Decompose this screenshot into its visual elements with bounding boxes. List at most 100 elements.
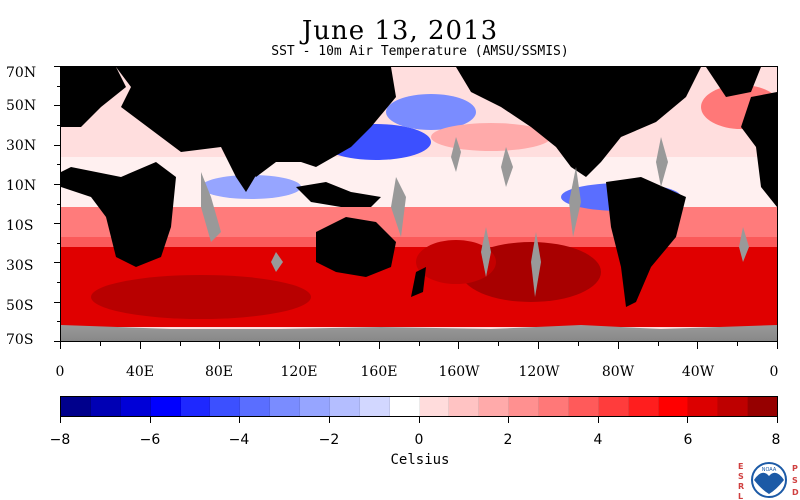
lon-label-160e: 160E <box>360 364 398 380</box>
lon-label-40w: 40W <box>681 364 715 380</box>
map-subtitle: SST - 10m Air Temperature (AMSU/SSMIS) <box>271 44 569 59</box>
map-lon-tick <box>658 342 659 346</box>
map-lon-tick <box>498 342 499 346</box>
colorbar-tick-0: 0 <box>414 432 424 448</box>
lon-label-0-right: 0 <box>769 364 779 380</box>
map-lat-tick <box>54 341 60 342</box>
colorbar-tick-mark <box>60 417 61 423</box>
missing-data-patch-9 <box>739 227 749 262</box>
land-new-zealand <box>411 267 426 297</box>
map-lat-tick <box>54 302 60 303</box>
lon-label-0-left: 0 <box>55 364 65 380</box>
colorbar-swatch <box>509 397 539 416</box>
missing-data-patch-3 <box>451 137 461 172</box>
map-lat-tick <box>57 321 60 322</box>
sst-anomaly-map <box>60 66 778 342</box>
logo-letter-p: P <box>792 464 798 473</box>
land-africa <box>61 67 176 267</box>
missing-data-patch-10 <box>271 252 283 272</box>
map-lon-tick <box>299 342 300 349</box>
anomaly-blob-indian-south <box>91 275 311 319</box>
colorbar-swatch <box>150 397 181 416</box>
anomaly-blob-pacific-south <box>461 242 601 302</box>
colorbar-swatch <box>61 397 91 416</box>
colorbar-swatch <box>270 397 300 416</box>
map-lon-tick <box>777 342 778 349</box>
anomaly-blob-north-pacific-warm <box>431 123 551 151</box>
land-india <box>221 147 261 192</box>
map-lon-tick <box>219 342 220 349</box>
colorbar-tick-mark <box>419 417 420 423</box>
land-australia <box>316 217 396 277</box>
lat-label-50s: 50S <box>6 298 34 314</box>
missing-data-patch-6 <box>481 227 491 277</box>
map-lat-tick <box>54 262 60 263</box>
colorbar-swatch <box>90 397 121 416</box>
map-lon-tick <box>60 342 61 349</box>
colorbar-tick-mark <box>598 417 599 423</box>
colorbar-swatch <box>479 397 510 416</box>
colorbar-tick-neg6: −6 <box>139 432 161 448</box>
map-lat-tick <box>57 204 60 205</box>
land-greenland <box>706 67 761 97</box>
colorbar-swatch <box>568 397 599 416</box>
antarctic-missing-band <box>61 325 777 341</box>
lon-label-80e: 80E <box>204 364 234 380</box>
map-title: June 13, 2013 <box>301 16 499 46</box>
colorbar-tick-mark <box>150 417 151 423</box>
colorbar-tick-8: 8 <box>771 432 781 448</box>
colorbar-swatch <box>688 397 719 416</box>
noaa-logo-text: NOAA <box>762 467 777 473</box>
anomaly-blob-pacific-south2 <box>416 240 496 284</box>
colorbar <box>60 396 778 417</box>
missing-data-patch-8 <box>656 137 668 187</box>
land-eurasia <box>116 67 396 177</box>
map-lat-tick <box>57 282 60 283</box>
map-lat-tick <box>57 164 60 165</box>
map-lon-tick <box>737 342 738 346</box>
colorbar-tick-mark <box>687 417 688 423</box>
colorbar-swatch <box>389 397 420 416</box>
colorbar-swatch <box>240 397 271 416</box>
lat-label-30n: 30N <box>6 138 37 154</box>
logo-letter-d: D <box>792 488 799 497</box>
colorbar-swatch <box>658 397 689 416</box>
colorbar-swatch <box>300 397 330 416</box>
anomaly-blob-north-pacific-cold2 <box>386 94 476 130</box>
lat-label-30s: 30S <box>6 258 34 274</box>
logo-letter-s2: S <box>792 476 798 485</box>
lon-label-40e: 40E <box>125 364 155 380</box>
map-lat-tick <box>54 105 60 106</box>
map-lon-tick <box>458 342 459 349</box>
lat-label-10n: 10N <box>6 178 37 194</box>
map-lat-tick <box>54 66 60 67</box>
missing-data-patch-5 <box>569 167 581 237</box>
colorbar-swatch <box>449 397 480 416</box>
colorbar-swatch <box>628 397 659 416</box>
colorbar-swatch <box>120 397 151 416</box>
colorbar-tick-mark <box>239 417 240 423</box>
noaa-gull-icon <box>754 472 784 494</box>
lon-label-120e: 120E <box>280 364 318 380</box>
map-lat-tick <box>54 184 60 185</box>
colorbar-tick-mark <box>329 417 330 423</box>
missing-data-patch-7 <box>531 232 541 297</box>
colorbar-swatch <box>718 397 749 416</box>
map-lon-tick <box>697 342 698 349</box>
map-lon-tick <box>140 342 141 349</box>
colorbar-unit-label: Celsius <box>390 452 450 468</box>
logo-letter-r: R <box>738 482 744 491</box>
colorbar-tick-mark <box>777 417 778 423</box>
lat-label-70s: 70S <box>6 332 34 348</box>
map-lon-tick <box>180 342 181 346</box>
map-lon-tick <box>578 342 579 346</box>
missing-data-patch-4 <box>501 147 513 187</box>
missing-data-patch-1 <box>201 172 221 242</box>
map-lon-tick <box>339 342 340 346</box>
lon-label-80w: 80W <box>601 364 635 380</box>
map-lat-tick <box>54 223 60 224</box>
colorbar-swatch <box>359 397 390 416</box>
colorbar-swatch <box>329 397 360 416</box>
missing-data-patch-2 <box>391 177 406 237</box>
colorbar-swatch <box>748 397 777 416</box>
